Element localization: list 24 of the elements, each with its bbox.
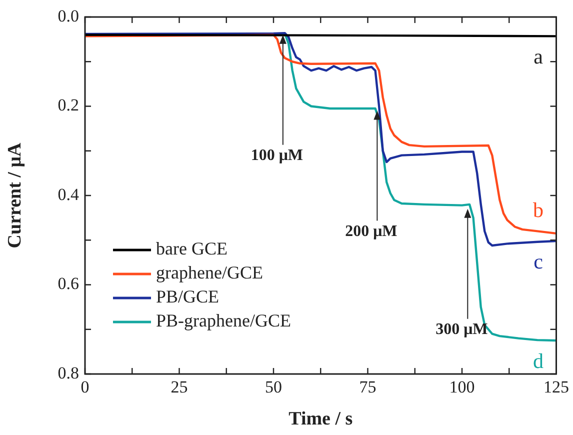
y-tick-label: 0.2 (58, 96, 79, 115)
x-tick-label: 50 (265, 378, 282, 397)
x-axis-title: Time / s (288, 408, 353, 430)
annotation: 300 μM (436, 321, 488, 338)
y-tick-label: 0.0 (58, 6, 79, 26)
y-tick-label: 0.6 (58, 274, 79, 294)
y-tick-label: 0.8 (58, 363, 79, 382)
x-tick-label: 75 (359, 378, 376, 397)
annotation: b (533, 198, 544, 222)
x-tick-label: 25 (170, 378, 188, 397)
annotation: a (534, 44, 544, 69)
legend-label: PB-graphene/GCE (156, 310, 291, 331)
y-tick-label: 0.4 (58, 184, 80, 204)
annotation: 100 μM (250, 146, 304, 164)
y-axis-title: Current / μA (4, 142, 26, 248)
legend-label: graphene/GCE (156, 262, 263, 283)
annotation: c (534, 250, 543, 274)
x-tick-label: 0 (80, 378, 90, 397)
x-tick-label: 100 (449, 378, 475, 397)
legend-label: PB/GCE (156, 286, 220, 307)
x-tick-label: 125 (544, 378, 569, 397)
annotation: 200 μM (345, 222, 398, 240)
annotation: d (533, 349, 544, 374)
legend-label: bare GCE (156, 238, 228, 259)
